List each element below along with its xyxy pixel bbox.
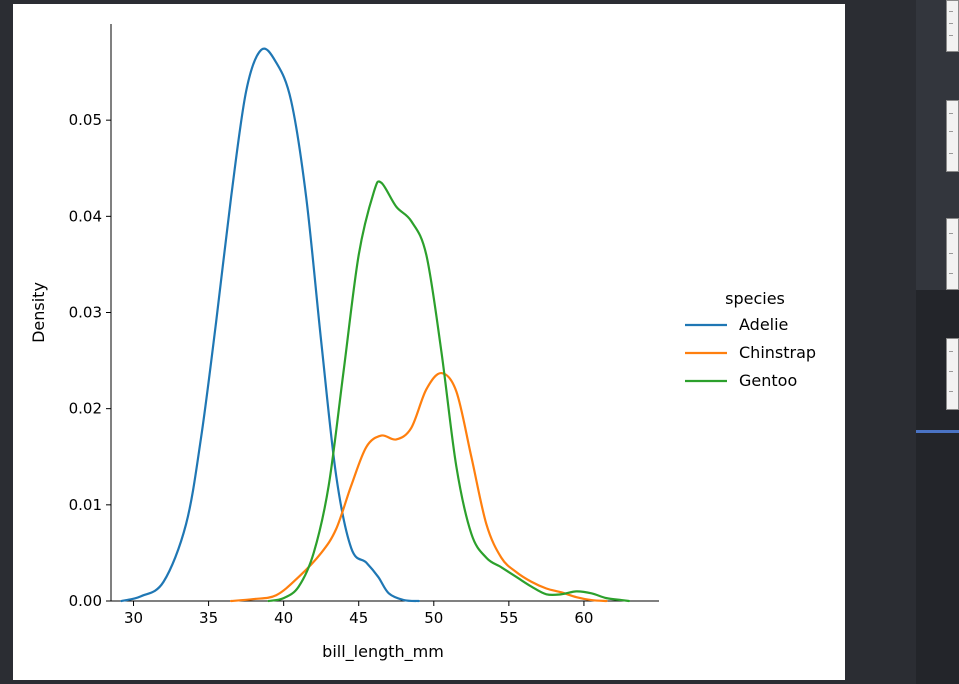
x-tick-label: 55 [499, 609, 518, 627]
x-tick-label: 40 [274, 609, 293, 627]
x-tick-label: 50 [424, 609, 443, 627]
x-tick-label: 35 [199, 609, 218, 627]
legend-label-gentoo: Gentoo [739, 371, 797, 390]
legend-label-adelie: Adelie [739, 315, 788, 334]
figure-thumbnail-2[interactable] [946, 100, 959, 172]
curves [120, 47, 631, 603]
x-tick-label: 60 [574, 609, 593, 627]
plots-sidebar [916, 0, 959, 684]
y-tick-label: 0.04 [69, 207, 102, 225]
legend-label-chinstrap: Chinstrap [739, 343, 816, 362]
x-tick-label: 45 [349, 609, 368, 627]
series-line-chinstrap [230, 371, 608, 603]
plot-output: 30 35 40 45 50 55 60 0.00 0.01 0.02 0.03 0.04 0.05 bi… [13, 4, 845, 680]
figure-thumbnail-3[interactable] [946, 218, 959, 290]
x-tick-label: 30 [124, 609, 143, 627]
figure-thumbnail-4[interactable] [946, 338, 959, 410]
thumbnail-group [916, 0, 959, 290]
selected-thumbnail-indicator [916, 430, 959, 433]
y-tick-label: 0.05 [69, 111, 102, 129]
y-tick-label: 0.01 [69, 496, 102, 514]
axes: 30 35 40 45 50 55 60 0.00 0.01 0.02 0.03 0.04 0.05 bi… [29, 24, 659, 662]
x-axis-label: bill_length_mm [322, 642, 444, 662]
figure-thumbnail-1[interactable] [946, 0, 959, 52]
y-tick-label: 0.02 [69, 400, 102, 418]
kde-chart: 30 35 40 45 50 55 60 0.00 0.01 0.02 0.03 0.04 0.05 bi… [29, 24, 816, 662]
y-tick-label: 0.03 [69, 304, 102, 322]
series-line-adelie [120, 47, 420, 603]
legend-title: species [725, 289, 785, 308]
series-line-gentoo [267, 180, 631, 603]
legend: species Adelie Chinstrap Gentoo [685, 289, 816, 390]
y-tick-label: 0.00 [69, 592, 102, 610]
y-axis-label: Density [29, 282, 48, 343]
